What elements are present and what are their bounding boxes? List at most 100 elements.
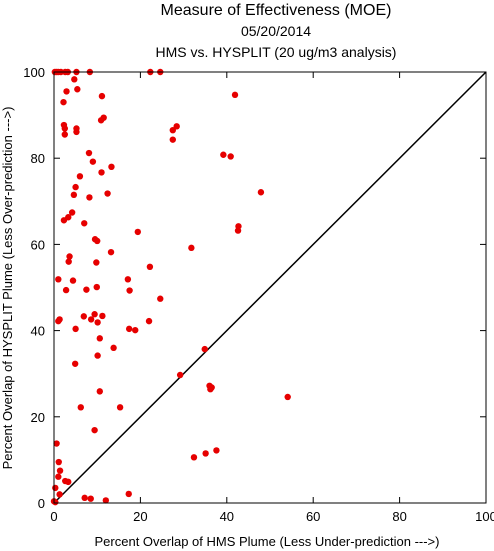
data-point	[146, 263, 154, 271]
one-to-one-line	[53, 71, 487, 504]
data-point	[81, 494, 88, 502]
data-point	[68, 209, 76, 216]
data-point	[70, 191, 78, 199]
y-tick-label: 60	[31, 237, 45, 252]
y-tick-label: 80	[31, 151, 45, 166]
data-point	[86, 194, 93, 201]
x-axis-ticks: 0 20 40 60 80 100	[50, 72, 494, 524]
data-point	[94, 319, 101, 326]
data-point	[87, 495, 94, 502]
data-point	[55, 276, 62, 283]
data-point	[91, 311, 98, 318]
data-point	[52, 484, 59, 492]
data-point	[97, 117, 105, 124]
data-point	[201, 345, 208, 353]
data-point	[124, 276, 132, 283]
data-point	[108, 163, 115, 171]
data-point	[188, 244, 195, 252]
data-point	[107, 248, 115, 256]
data-point	[85, 149, 93, 157]
data-point	[96, 335, 103, 342]
data-point	[56, 467, 64, 474]
data-point	[93, 283, 100, 291]
data-point	[56, 316, 63, 323]
data-point	[190, 454, 198, 461]
data-point	[60, 98, 67, 106]
x-tick-label: 100	[475, 509, 494, 524]
data-point	[72, 325, 79, 333]
data-point	[61, 125, 68, 132]
data-point	[157, 295, 164, 302]
y-tick-label: 40	[31, 324, 45, 339]
data-point	[77, 404, 84, 411]
data-point	[145, 317, 153, 325]
data-point	[60, 217, 68, 224]
data-point	[132, 326, 139, 334]
data-point	[202, 450, 209, 457]
data-point	[87, 316, 95, 323]
x-tick-label: 60	[306, 509, 320, 524]
data-point	[61, 131, 68, 138]
data-point	[104, 190, 111, 197]
data-point	[284, 393, 291, 401]
data-point	[126, 287, 133, 294]
data-point	[207, 386, 214, 393]
y-tick-label: 0	[38, 496, 45, 511]
data-point	[89, 158, 97, 165]
data-point	[99, 312, 106, 320]
chart-title: Measure of Effectiveness (MOE)	[161, 2, 392, 19]
data-point	[65, 478, 72, 486]
data-point	[98, 92, 106, 100]
data-point	[257, 189, 265, 196]
plot-frame	[53, 71, 487, 504]
data-point	[76, 173, 84, 180]
data-point	[74, 86, 81, 93]
x-tick-label: 80	[392, 509, 406, 524]
data-point	[72, 183, 79, 191]
data-point	[169, 126, 176, 134]
data-point	[55, 473, 62, 480]
x-tick-label: 40	[220, 509, 234, 524]
x-tick-label: 0	[50, 509, 57, 524]
data-point	[71, 76, 78, 83]
data-point	[53, 440, 60, 447]
x-tick-label: 20	[133, 509, 147, 524]
data-point	[55, 458, 62, 466]
data-points	[50, 68, 291, 506]
data-point	[110, 344, 117, 352]
data-point	[173, 123, 180, 130]
data-point	[176, 371, 184, 379]
data-point	[52, 498, 59, 506]
data-point	[102, 497, 110, 504]
data-point	[227, 153, 234, 160]
data-point	[125, 325, 133, 333]
data-point	[63, 88, 70, 95]
reference-line-group	[53, 71, 487, 504]
x-axis-label: Percent Overlap of HMS Plume (Less Under…	[95, 534, 440, 549]
y-axis-label: Percent Overlap of HYSPLIT Plume (Less O…	[0, 107, 15, 470]
data-point	[83, 286, 90, 293]
y-tick-label: 20	[31, 410, 45, 425]
data-point	[125, 490, 132, 498]
data-point	[91, 426, 98, 434]
data-point	[134, 228, 142, 236]
data-point	[93, 259, 100, 266]
data-point	[73, 128, 80, 136]
data-point	[65, 258, 72, 265]
data-point	[116, 404, 124, 411]
data-point	[81, 220, 88, 227]
data-point	[71, 360, 79, 367]
data-point	[62, 286, 70, 294]
data-point	[94, 237, 101, 245]
chart-subtitle-analysis: HMS vs. HYSPLIT (20 ug/m3 analysis)	[156, 44, 397, 60]
data-point	[56, 491, 63, 498]
chart-subtitle-date: 05/20/2014	[241, 23, 311, 39]
data-point	[231, 91, 239, 99]
data-point	[66, 253, 73, 260]
data-point	[98, 169, 105, 176]
data-point	[220, 151, 227, 158]
data-point	[94, 352, 101, 359]
data-point	[169, 136, 176, 143]
